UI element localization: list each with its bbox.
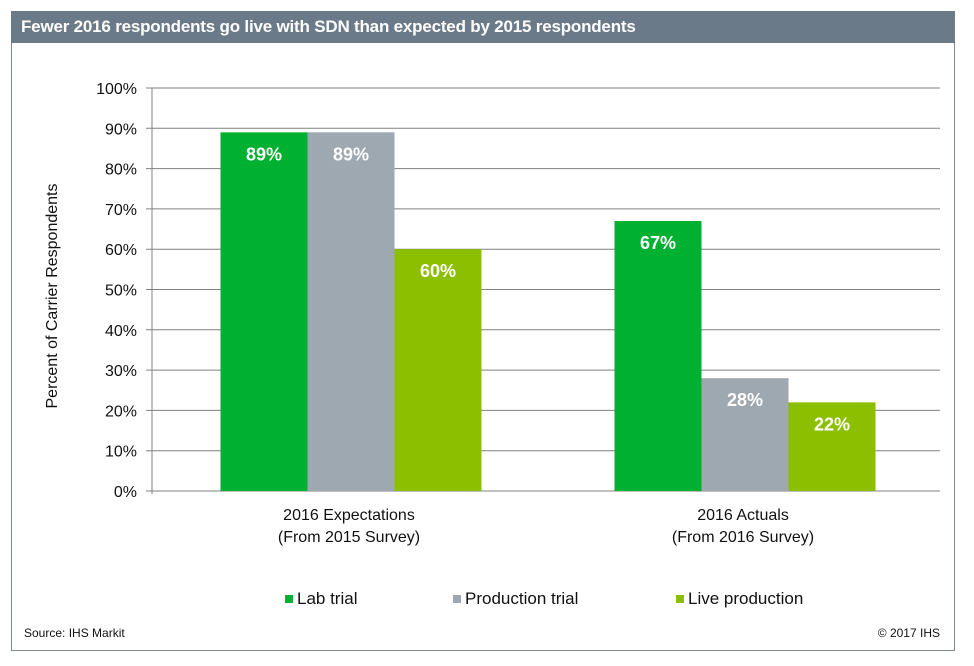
- category-sublabel: (From 2016 Survey): [672, 529, 814, 546]
- bar: [220, 132, 308, 491]
- legend-swatch: [285, 595, 293, 603]
- y-tick-label: 50%: [105, 283, 137, 300]
- y-tick-label: 40%: [105, 323, 137, 340]
- legend-item-production-trial: Production trial: [453, 589, 578, 609]
- data-label: 89%: [333, 144, 369, 164]
- data-label: 67%: [640, 233, 676, 253]
- y-tick-label: 90%: [105, 121, 137, 138]
- legend-item-live-production: Live production: [676, 589, 803, 609]
- bar: [788, 402, 876, 491]
- category-labels: 2016 Expectations (From 2015 Survey) 2016 …: [278, 507, 814, 546]
- y-tick-labels: 0% 10% 20% 30% 40% 50% 60% 70% 80% 90% 100%: [96, 81, 137, 501]
- category-label: 2016 Expectations: [283, 507, 415, 524]
- data-label: 89%: [246, 144, 282, 164]
- bar: [614, 220, 702, 492]
- data-labels: 89% 89% 60% 67% 28% 22%: [246, 144, 850, 434]
- data-label: 22%: [814, 414, 850, 434]
- bar: [394, 249, 482, 491]
- y-tick-label: 70%: [105, 202, 137, 219]
- y-axis-label: Percent of Carrier Respondents: [44, 184, 61, 409]
- category-label: 2016 Actuals: [697, 507, 789, 524]
- y-tick-label: 0%: [114, 484, 137, 501]
- legend-label: Production trial: [465, 589, 579, 608]
- data-label: 60%: [420, 261, 456, 281]
- legend-swatch: [453, 595, 461, 603]
- y-tick-label: 20%: [105, 403, 137, 420]
- y-tick-label: 80%: [105, 162, 137, 179]
- y-tick-label: 60%: [105, 242, 137, 259]
- y-tick-label: 10%: [105, 444, 137, 461]
- copyright-note: © 2017 IHS: [877, 626, 940, 640]
- bar: [307, 132, 395, 491]
- legend-swatch: [676, 595, 684, 603]
- y-tick-label: 30%: [105, 363, 137, 380]
- chart-title: Fewer 2016 respondents go live with SDN …: [11, 11, 955, 43]
- y-tick-label: 100%: [96, 81, 137, 98]
- category-sublabel: (From 2015 Survey): [278, 529, 420, 546]
- legend: Lab trial Production trial Live producti…: [0, 589, 974, 611]
- legend-label: Lab trial: [297, 589, 358, 608]
- bar: [701, 378, 789, 491]
- legend-item-lab-trial: Lab trial: [285, 589, 357, 609]
- source-note: Source: IHS Markit: [24, 626, 125, 640]
- bars: [220, 132, 876, 492]
- legend-label: Live production: [688, 589, 804, 608]
- chart-frame: [11, 11, 955, 651]
- data-label: 28%: [727, 390, 763, 410]
